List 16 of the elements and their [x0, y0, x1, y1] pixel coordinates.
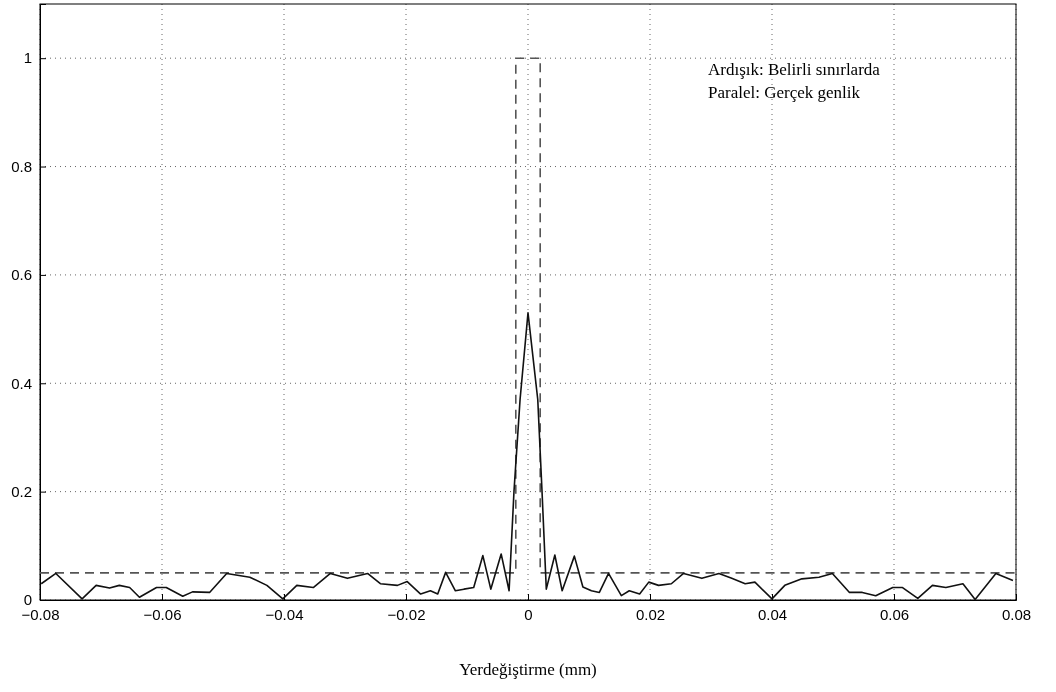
x-tick-label: 0 [524, 605, 533, 623]
x-tick-label: −0.04 [265, 605, 304, 623]
annotation: Paralel: Gerçek genlik [708, 83, 861, 102]
y-tick-label: 0.2 [11, 482, 32, 500]
y-tick-label: 1 [23, 49, 32, 67]
x-tick-label: −0.06 [143, 605, 182, 623]
x-tick-label: 0.02 [635, 605, 666, 623]
x-tick-label: −0.02 [387, 605, 426, 623]
x-tick-label: 0.08 [1001, 605, 1032, 623]
y-tick-label: 0.8 [11, 157, 32, 175]
x-tick-label: 0.04 [757, 605, 788, 623]
x-axis-title: Yerdeğiştirme (mm) [459, 660, 597, 679]
x-tick-label: 0.06 [879, 605, 910, 623]
annotation: Ardışık: Belirli sınırlarda [708, 60, 881, 79]
y-tick-label: 0.4 [11, 374, 32, 392]
y-tick-label: 0.6 [11, 266, 32, 284]
